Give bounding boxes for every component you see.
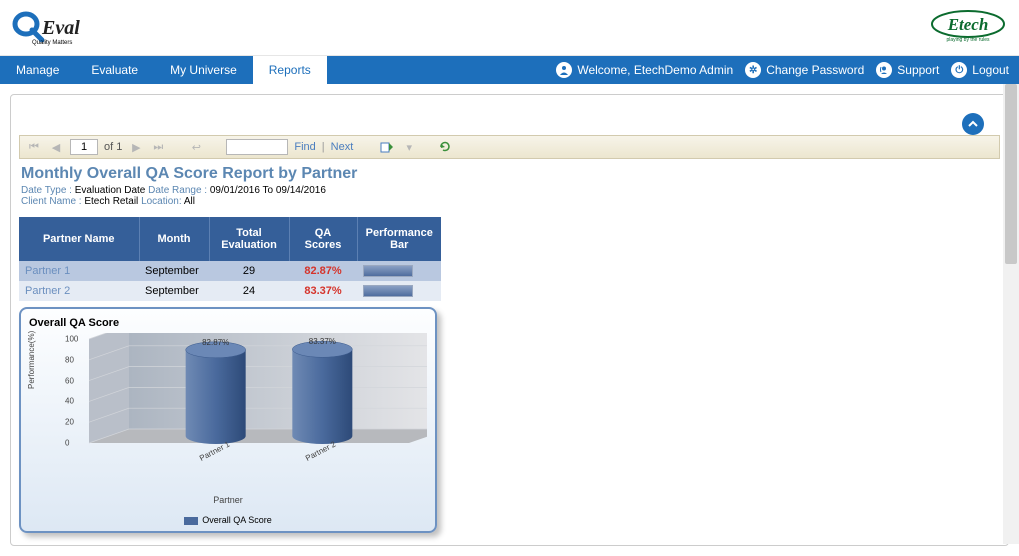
logo-bar: Eval Quality Matters Etech playing by th… — [0, 0, 1019, 56]
nav-item-my-universe[interactable]: My Universe — [154, 56, 253, 84]
gear-icon: ✲ — [745, 62, 761, 78]
svg-text:Eval: Eval — [41, 17, 80, 39]
cell-perfbar — [357, 261, 441, 281]
column-header: Total Evaluation — [209, 217, 289, 261]
chart-legend: Overall QA Score — [29, 515, 427, 525]
support-label: Support — [897, 63, 939, 77]
report-panel: ⏮ ◀ of 1 ▶ ⏭ ↩ Find | Next ▾ Monthly Ove… — [10, 94, 1009, 546]
nav-item-manage[interactable]: Manage — [0, 56, 75, 84]
change-password-label: Change Password — [766, 63, 864, 77]
main-nav: ManageEvaluateMy UniverseReports Welcome… — [0, 56, 1019, 84]
report-table: Partner NameMonthTotal EvaluationQA Scor… — [19, 217, 441, 301]
support-icon — [876, 62, 892, 78]
chart-area: Performance(%) 020406080100 Partner 1Par… — [29, 333, 427, 493]
column-header: Month — [139, 217, 209, 261]
next-page-icon: ▶ — [128, 139, 144, 155]
report-meta-line1: Date Type : Evaluation Date Date Range :… — [21, 185, 1000, 196]
column-header: Performance Bar — [357, 217, 441, 261]
user-icon — [556, 62, 572, 78]
y-tick-label: 60 — [65, 376, 74, 385]
logout-link[interactable]: ⏻ Logout — [951, 62, 1009, 78]
support-link[interactable]: Support — [876, 62, 939, 78]
find-button[interactable]: Find — [294, 141, 315, 153]
cell-partner: Partner 2 — [19, 281, 139, 301]
svg-text:Etech: Etech — [947, 15, 989, 34]
nav-item-reports[interactable]: Reports — [253, 56, 327, 84]
y-tick-label: 20 — [65, 418, 74, 427]
report-viewer-toolbar: ⏮ ◀ of 1 ▶ ⏭ ↩ Find | Next ▾ — [19, 135, 1000, 159]
report-title: Monthly Overall QA Score Report by Partn… — [21, 165, 998, 183]
cell-score: 82.87% — [289, 261, 357, 281]
nav-item-evaluate[interactable]: Evaluate — [75, 56, 154, 84]
page-of-label: of 1 — [104, 141, 122, 153]
logout-label: Logout — [972, 63, 1009, 77]
etech-logo: Etech playing by the rules — [929, 8, 1007, 47]
cell-score: 83.37% — [289, 281, 357, 301]
bar-value-label: 83.37% — [309, 337, 336, 346]
y-tick-label: 40 — [65, 397, 74, 406]
column-header: QA Scores — [289, 217, 357, 261]
scrollbar-thumb[interactable] — [1005, 84, 1017, 264]
cell-total: 29 — [209, 261, 289, 281]
x-axis-label: Partner — [29, 495, 427, 505]
y-tick-label: 0 — [65, 439, 69, 448]
prev-page-icon: ◀ — [48, 139, 64, 155]
y-tick-label: 80 — [65, 355, 74, 364]
welcome-label: Welcome, EtechDemo Admin — [577, 63, 733, 77]
export-icon[interactable] — [379, 139, 395, 155]
bar-value-label: 82.87% — [202, 338, 229, 347]
page-input[interactable] — [70, 139, 98, 155]
y-axis-label: Performance(%) — [27, 331, 36, 389]
y-tick-label: 100 — [65, 335, 78, 344]
change-password-link[interactable]: ✲ Change Password — [745, 62, 864, 78]
find-next-button[interactable]: Next — [331, 141, 354, 153]
qeval-logo: Eval Quality Matters — [12, 10, 90, 46]
column-header: Partner Name — [19, 217, 139, 261]
cell-partner: Partner 1 — [19, 261, 139, 281]
svg-text:playing by the rules: playing by the rules — [946, 37, 990, 43]
chart-title: Overall QA Score — [29, 317, 427, 329]
vertical-scrollbar[interactable] — [1003, 84, 1019, 544]
cell-month: September — [139, 261, 209, 281]
cell-month: September — [139, 281, 209, 301]
cell-perfbar — [357, 281, 441, 301]
svg-text:Quality Matters: Quality Matters — [32, 40, 72, 46]
refresh-icon[interactable] — [437, 139, 453, 155]
collapse-button[interactable] — [962, 113, 984, 135]
report-meta-line2: Client Name : Etech Retail Location: All — [21, 196, 1000, 207]
first-page-icon: ⏮ — [26, 139, 42, 155]
power-icon: ⏻ — [951, 62, 967, 78]
export-menu-icon[interactable]: ▾ — [401, 139, 417, 155]
table-row: Partner 1September2982.87% — [19, 261, 441, 281]
welcome-user[interactable]: Welcome, EtechDemo Admin — [556, 62, 733, 78]
legend-swatch — [184, 517, 198, 525]
parent-report-icon: ↩ — [188, 139, 204, 155]
find-input[interactable] — [226, 139, 288, 155]
last-page-icon: ⏭ — [150, 139, 166, 155]
chart-card: Overall QA Score Performance(%) 0 20 40 60 8… — [19, 307, 437, 533]
table-row: Partner 2September2483.37% — [19, 281, 441, 301]
cell-total: 24 — [209, 281, 289, 301]
